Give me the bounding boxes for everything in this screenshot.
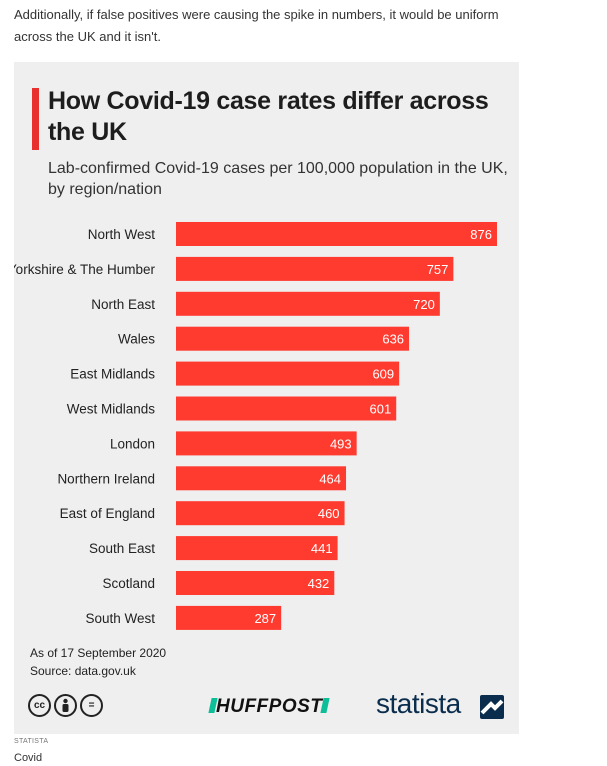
license-icons: cc = (28, 694, 103, 717)
chart-title: How Covid-19 case rates differ across th… (48, 87, 489, 146)
bar (176, 361, 400, 386)
category-label: East of England (60, 506, 155, 521)
bar (176, 605, 282, 630)
value-label: 757 (427, 262, 449, 277)
category-label: London (110, 436, 155, 451)
bar-chart: North West 876 Yorkshire & The Humber 757 No… (14, 222, 497, 630)
value-label: 493 (330, 436, 352, 451)
bar (176, 326, 410, 351)
category-label: Yorkshire & The Humber (14, 262, 155, 277)
bar (176, 571, 335, 595)
bar (176, 501, 345, 526)
value-label: 432 (308, 576, 330, 591)
statista-wordmark: statista (376, 688, 461, 719)
attribution-icon (54, 694, 77, 717)
value-label: 636 (382, 332, 404, 347)
value-label: 460 (318, 506, 340, 521)
category-label: North East (91, 297, 155, 312)
source-note: Source: data.gov.uk (30, 664, 136, 678)
category-label: North West (88, 227, 156, 242)
bar (176, 222, 497, 246)
bar (176, 466, 347, 491)
category-label: Wales (118, 332, 155, 347)
chart-subtitle: Lab-confirmed Covid-19 cases per 100,000… (48, 160, 508, 198)
infographic-card: How Covid-19 case rates differ across th… (14, 62, 519, 734)
value-label: 609 (372, 367, 394, 382)
huffpost-mark-right (320, 698, 330, 713)
category-label: South East (89, 541, 155, 556)
statista-logo-icon (480, 695, 504, 719)
bar (176, 431, 357, 456)
huffpost-wordmark: HUFFPOST (216, 696, 323, 717)
category-label: Scotland (102, 576, 155, 591)
title-accent-bar (32, 88, 39, 150)
huffpost-logo: HUFFPOST (208, 696, 330, 718)
date-note: As of 17 September 2020 (30, 646, 167, 660)
category-label: Northern Ireland (57, 471, 155, 486)
image-credit: STATISTA (14, 738, 49, 745)
bar (176, 256, 454, 281)
value-label: 287 (254, 611, 276, 626)
value-label: 876 (470, 227, 492, 242)
bar (176, 396, 397, 421)
no-derivatives-icon: = (80, 694, 103, 717)
value-label: 720 (413, 297, 435, 312)
image-caption: Covid (14, 752, 43, 764)
intro-paragraph: Additionally, if false positives were ca… (14, 7, 499, 44)
category-label: East Midlands (70, 367, 155, 382)
value-label: 601 (370, 402, 392, 417)
category-label: South West (85, 611, 155, 626)
value-label: 441 (311, 541, 333, 556)
cc-icon: cc (28, 694, 51, 717)
category-label: West Midlands (67, 402, 156, 417)
value-label: 464 (319, 471, 341, 486)
bar (176, 291, 440, 316)
bar (176, 536, 338, 561)
